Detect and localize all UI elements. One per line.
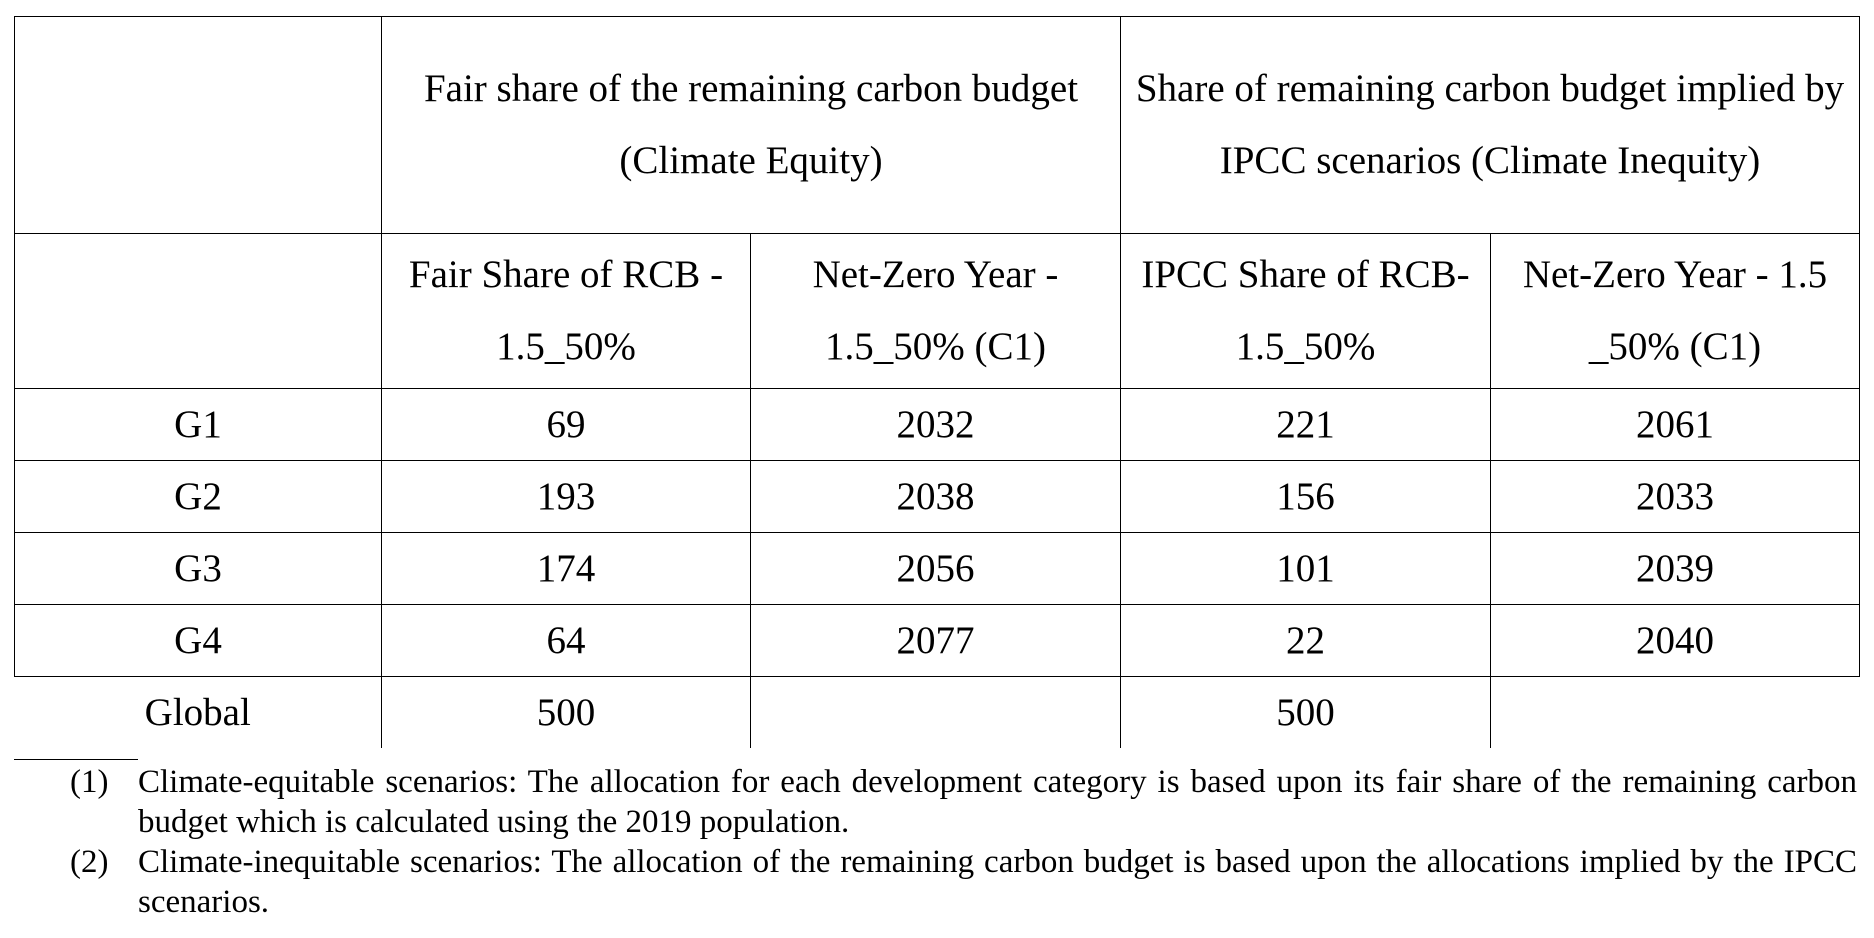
note-text: Climate-equitable scenarios: The allocat…	[138, 764, 1857, 840]
table-cell: 193	[381, 460, 751, 533]
table-notes: (1) Climate-equitable scenarios: The all…	[70, 762, 1857, 922]
corner-cell	[14, 16, 382, 234]
table-cell: 2061	[1490, 388, 1860, 461]
table-cell: 2039	[1490, 532, 1860, 605]
climate-inequity-header: Share of remaining carbon budget implied…	[1120, 16, 1860, 234]
table-row-global: Global 500 500	[14, 676, 1860, 748]
table-cell: 500	[381, 676, 751, 748]
row-label: Global	[14, 676, 382, 748]
column-header-net-zero-fair: Net-Zero Year - 1.5_50% (C1)	[750, 233, 1121, 389]
table-cell: 2038	[750, 460, 1121, 533]
table-cell: 69	[381, 388, 751, 461]
carbon-budget-table: Fair share of the remaining carbon budge…	[14, 16, 1860, 748]
row-label: G3	[14, 532, 382, 605]
table-cell: 22	[1120, 604, 1491, 677]
table-cell	[750, 676, 1121, 748]
row-label-header	[14, 233, 382, 389]
table-cell	[1490, 676, 1860, 748]
table-cell: 174	[381, 532, 751, 605]
table-row: G1 69 2032 221 2061	[14, 388, 1860, 461]
table-cell: 101	[1120, 532, 1491, 605]
table-cell: 2056	[750, 532, 1121, 605]
table-row: G2 193 2038 156 2033	[14, 460, 1860, 533]
note-number: (2)	[70, 844, 109, 880]
note-number: (1)	[70, 764, 109, 800]
table-cell: 2077	[750, 604, 1121, 677]
table-row: G3 174 2056 101 2039	[14, 532, 1860, 605]
row-label: G1	[14, 388, 382, 461]
note-2: (2) Climate-inequitable scenarios: The a…	[70, 842, 1857, 922]
column-header-net-zero-ipcc: Net-Zero Year - 1.5 _50% (C1)	[1490, 233, 1860, 389]
column-header-ipcc-share: IPCC Share of RCB- 1.5_50%	[1120, 233, 1491, 389]
note-1: (1) Climate-equitable scenarios: The all…	[70, 762, 1857, 842]
row-label: G4	[14, 604, 382, 677]
table-cell: 500	[1120, 676, 1491, 748]
group-header-row: Fair share of the remaining carbon budge…	[14, 16, 1860, 234]
column-header-row: Fair Share of RCB - 1.5_50% Net-Zero Yea…	[14, 233, 1860, 389]
table-cell: 2033	[1490, 460, 1860, 533]
table-cell: 64	[381, 604, 751, 677]
row-label: G2	[14, 460, 382, 533]
note-text: Climate-inequitable scenarios: The alloc…	[138, 844, 1857, 920]
footnote-rule	[14, 759, 138, 760]
table-cell: 221	[1120, 388, 1491, 461]
table-cell: 2032	[750, 388, 1121, 461]
column-header-fair-share: Fair Share of RCB - 1.5_50%	[381, 233, 751, 389]
table-row: G4 64 2077 22 2040	[14, 604, 1860, 677]
climate-equity-header: Fair share of the remaining carbon budge…	[381, 16, 1121, 234]
table-cell: 2040	[1490, 604, 1860, 677]
table-cell: 156	[1120, 460, 1491, 533]
